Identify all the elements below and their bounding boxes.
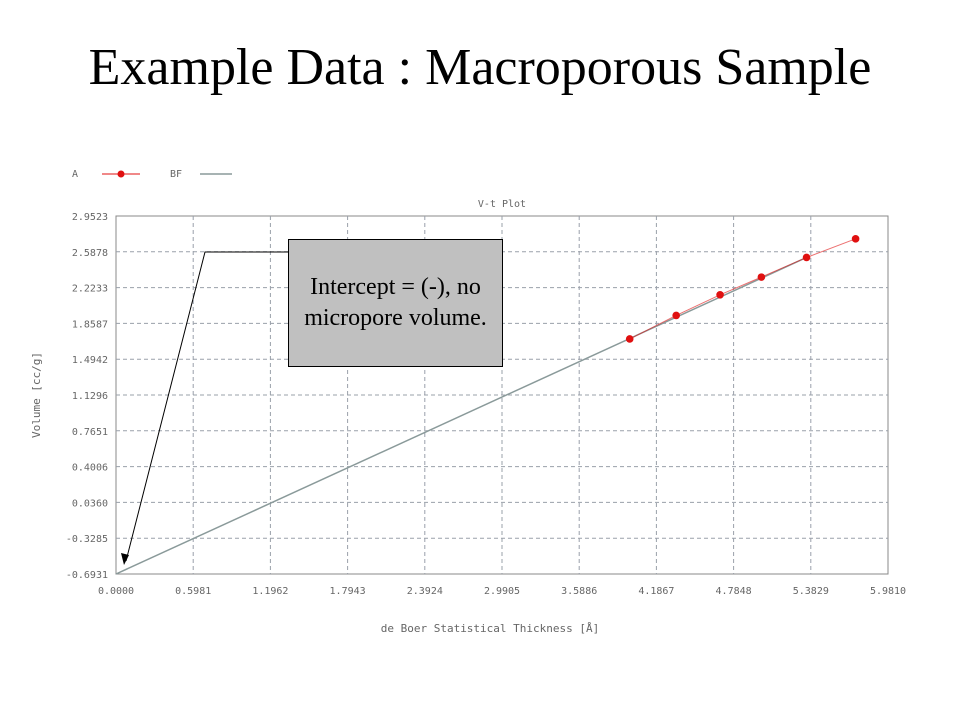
y-tick-label: -0.6931 [66,570,108,581]
series-a-line [629,238,856,340]
best-fit-line [115,256,807,575]
callout-leader [125,251,288,562]
x-tick-label: 0.0000 [98,586,134,597]
x-tick-label: 1.7943 [330,586,366,597]
y-axis-label: Volume [cc/g] [30,352,43,438]
chart-title: V-t Plot [478,199,526,210]
x-tick-label: 4.1867 [638,586,674,597]
y-tick-label: 2.9523 [72,212,108,223]
slide-title: Example Data : Macroporous Sample [88,39,872,96]
data-point [757,273,766,281]
y-tick-label: 2.5878 [72,248,108,259]
data-point [625,335,634,343]
chart-series [115,235,860,575]
chart-legend: A BF [72,169,232,180]
x-axis-label: de Boer Statistical Thickness [Å] [381,622,600,635]
x-tick-label: 1.1962 [252,586,288,597]
x-tick-label: 0.5981 [175,586,211,597]
callout-arrowhead [121,553,129,565]
x-tick-label: 2.9905 [484,586,520,597]
x-tick-label: 2.3924 [407,586,443,597]
y-tick-label: 2.2233 [72,284,108,295]
legend-marker-a [117,170,125,178]
x-tick-label: 5.9810 [870,586,906,597]
data-point [716,290,724,299]
x-tick-label: 3.5886 [561,586,597,597]
y-tick-label: 1.1296 [72,391,108,402]
x-tick-label: 4.7848 [716,586,752,597]
legend-label-a: A [72,169,78,180]
y-tick-label: 0.0360 [72,498,108,509]
x-tick-label: 5.3829 [793,586,829,597]
callout-arrow [121,251,288,565]
chart-tick-labels: 0.0000 0.5981 1.1962 1.7943 2.3924 2.9905 3.58… [66,212,906,597]
y-tick-label: 1.8587 [72,319,108,330]
data-point [802,253,811,262]
y-tick-label: 1.4942 [72,355,108,366]
legend-label-bf: BF [170,169,182,180]
intercept-callout: Intercept = (-), no micropore volume. [288,239,503,367]
y-tick-label: 0.7651 [72,427,108,438]
y-tick-label: 0.4006 [72,463,108,474]
y-tick-label: -0.3285 [66,534,108,545]
data-point [851,235,860,243]
data-point [672,311,680,320]
